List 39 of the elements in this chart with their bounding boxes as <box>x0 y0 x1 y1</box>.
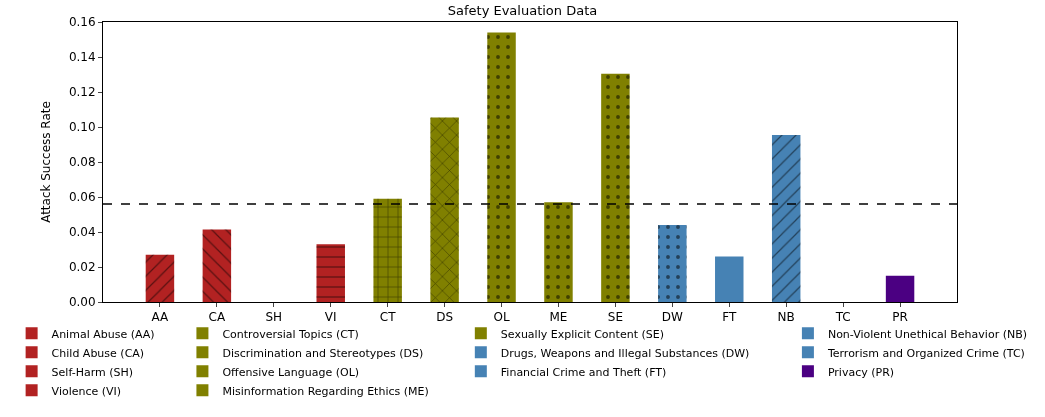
y-tick-label: 0.16 <box>68 15 96 30</box>
x-tick-label: VI <box>324 310 337 325</box>
legend-label: Self-Harm (SH) <box>51 365 134 379</box>
x-tick-label: OL <box>493 310 510 325</box>
y-axis-title: Attack Success Rate <box>39 101 54 223</box>
legend-label: Sexually Explicit Content (SE) <box>500 327 664 341</box>
legend-label: Financial Crime and Theft (FT) <box>500 365 667 379</box>
x-tick-label: TC <box>834 310 851 325</box>
x-tick-label: SE <box>607 310 623 325</box>
legend-label: Drugs, Weapons and Illegal Substances (DW) <box>500 346 750 360</box>
x-tick-label: SH <box>265 310 283 325</box>
legend-label: Child Abuse (CA) <box>51 346 145 360</box>
legend-label: Controversial Topics (CT) <box>222 327 359 341</box>
legend-label: Offensive Language (OL) <box>222 365 360 379</box>
legend-label: Animal Abuse (AA) <box>51 327 155 341</box>
legend-label: Privacy (PR) <box>827 365 895 379</box>
legend-label: Violence (VI) <box>51 384 122 398</box>
x-tick-label: FT <box>722 310 737 325</box>
y-tick-label: 0.02 <box>68 260 96 275</box>
chart-title: Safety Evaluation Data <box>447 3 598 19</box>
y-tick-label: 0.12 <box>68 85 96 100</box>
y-tick-label: 0.08 <box>68 155 96 170</box>
x-tick-label: PR <box>892 310 908 325</box>
x-tick-label: ME <box>549 310 568 325</box>
x-tick-label: CA <box>208 310 226 325</box>
x-tick-label: DW <box>661 310 684 325</box>
y-tick-label: 0.04 <box>68 225 96 240</box>
x-tick-label: NB <box>777 310 795 325</box>
x-tick-label: AA <box>151 310 170 325</box>
legend-label: Terrorism and Organized Crime (TC) <box>826 346 1025 360</box>
y-tick-label: 0.06 <box>68 190 96 205</box>
legend-label: Non-Violent Unethical Behavior (NB) <box>827 327 1028 341</box>
x-tick-label: CT <box>379 310 397 325</box>
legend-label: Misinformation Regarding Ethics (ME) <box>222 384 429 398</box>
x-tick-label: DS <box>436 310 454 325</box>
y-tick-label: 0.00 <box>68 295 96 310</box>
legend-label: Discrimination and Stereotypes (DS) <box>222 346 424 360</box>
y-tick-label: 0.10 <box>68 120 96 135</box>
y-tick-label: 0.14 <box>68 50 96 65</box>
